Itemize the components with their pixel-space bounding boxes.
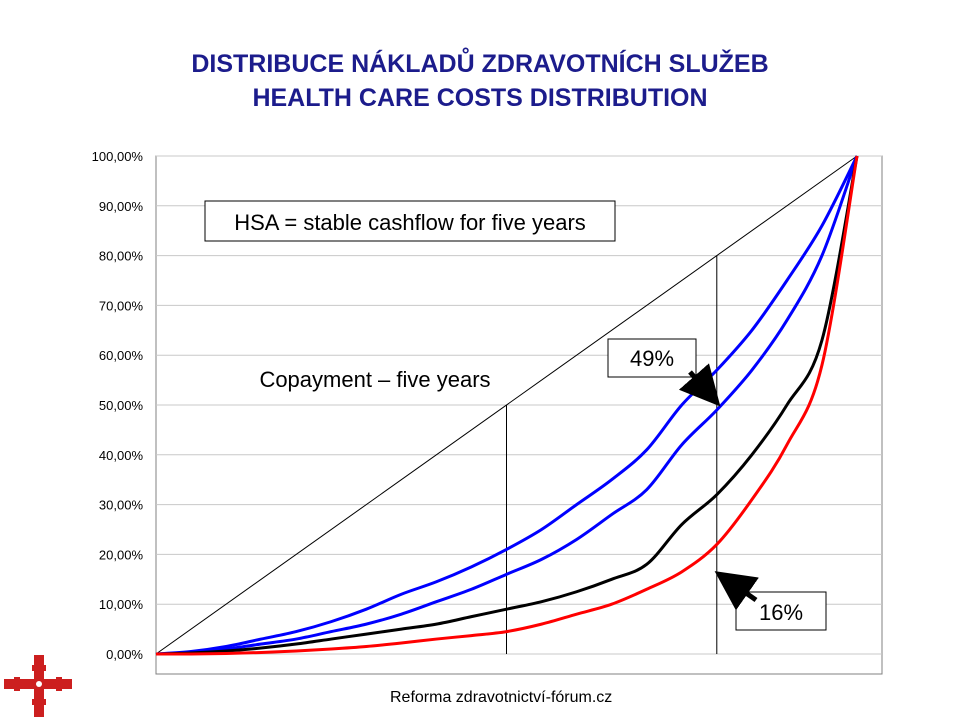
chart-title: DISTRIBUCE NÁKLADŮ ZDRAVOTNÍCH SLUŽEB: [191, 50, 769, 78]
chart-subtitle: HEALTH CARE COSTS DISTRIBUTION: [252, 84, 708, 112]
y-tick-label: 50,00%: [99, 398, 144, 413]
y-tick-label: 40,00%: [99, 448, 144, 463]
y-tick-label: 60,00%: [99, 348, 144, 363]
series-line-4: [155, 155, 859, 656]
y-tick-label: 20,00%: [99, 547, 144, 562]
arrow-16: [714, 571, 759, 611]
series-line-3: [155, 155, 859, 656]
hsa-label: HSA = stable cashflow for five years: [234, 210, 586, 235]
y-tick-label: 90,00%: [99, 199, 144, 214]
grid-lines: [156, 155, 882, 655]
series-line-1: [155, 155, 859, 656]
footer-source: Reforma zdravotnictví-fórum.cz: [390, 689, 613, 706]
series-line-2: [155, 155, 859, 656]
plot-area: [155, 155, 883, 675]
hsa-label-box: [204, 200, 616, 242]
red-cross-logo-icon: [4, 655, 72, 717]
y-axis-ticks: 0,00% 10,00% 20,00% 30,00% 40,00% 50,00% 60,00…: [92, 149, 144, 662]
copayment-label: Copayment – five years: [259, 367, 490, 392]
y-tick-label: 0,00%: [106, 647, 143, 662]
arrow-49: [678, 363, 721, 407]
series-group: [155, 155, 859, 656]
y-tick-label: 10,00%: [99, 597, 144, 612]
pct16-label: 16%: [759, 600, 803, 625]
y-tick-label: 70,00%: [99, 298, 144, 313]
y-tick-label: 100,00%: [92, 149, 144, 164]
y-tick-label: 80,00%: [99, 249, 144, 264]
y-tick-label: 30,00%: [99, 498, 144, 513]
pct49-label: 49%: [630, 346, 674, 371]
